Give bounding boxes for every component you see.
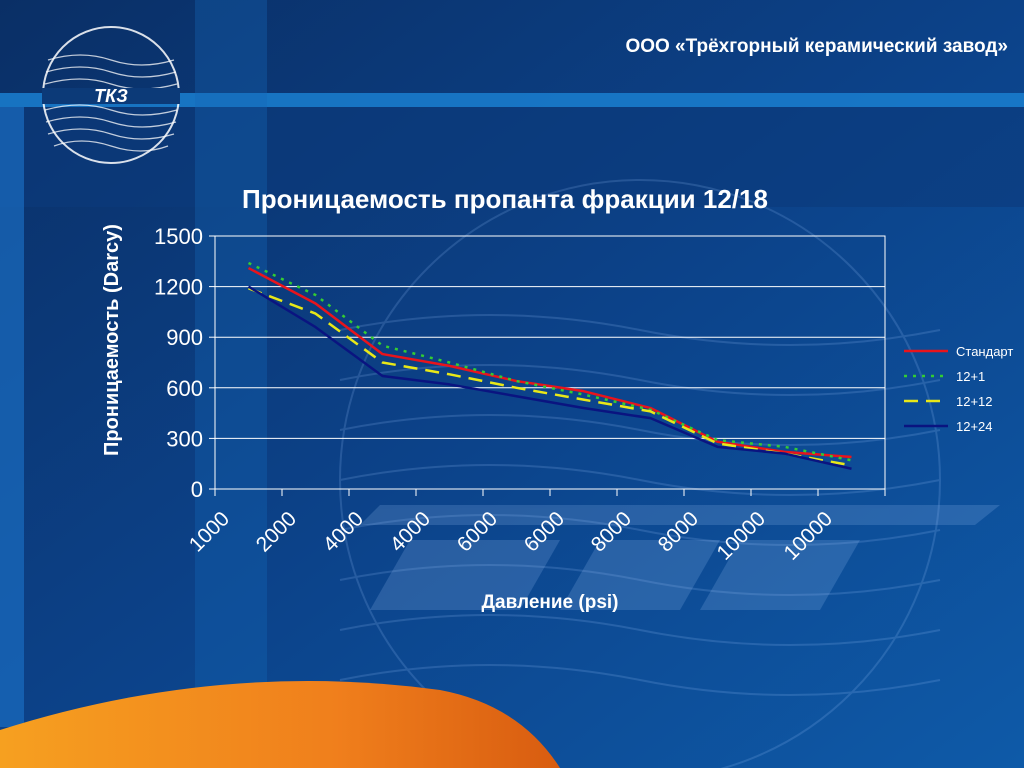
legend-swatch-12-12	[904, 399, 948, 403]
watermark-logo	[360, 505, 1000, 610]
x-tick-label: 10000	[779, 507, 837, 565]
y-tick-label: 0	[191, 477, 203, 502]
series-line-12+24	[247, 285, 852, 470]
accent-band	[0, 93, 1024, 107]
x-tick-label: 2000	[252, 507, 301, 556]
y-tick-label: 1500	[154, 224, 203, 249]
orange-arc	[0, 681, 560, 768]
legend-swatch-standard	[904, 349, 948, 353]
x-tick-label: 6000	[520, 507, 569, 556]
y-tick-label: 600	[166, 376, 203, 401]
x-tick-label: 4000	[386, 507, 435, 556]
company-name: ООО «Трёхгорный керамический завод»	[625, 36, 1008, 57]
x-tick-label: 8000	[654, 507, 703, 556]
series-line-12+12	[248, 287, 852, 467]
y-axis-label: Проницаемость (Darcy)	[101, 224, 123, 456]
x-tick-label: 10000	[712, 507, 770, 565]
x-tick-label: 1000	[185, 507, 234, 556]
x-tick-label: 6000	[453, 507, 502, 556]
y-tick-label: 300	[166, 426, 203, 451]
x-tick-label: 8000	[587, 507, 636, 556]
y-tick-label: 900	[166, 325, 203, 350]
watermark-globe	[339, 179, 941, 768]
legend-swatch-12-1	[904, 374, 948, 378]
chart-title: Проницаемость пропанта фракции 12/18	[242, 184, 768, 214]
y-tick-label: 1200	[154, 275, 203, 300]
company-logo: ТКЗ	[42, 26, 180, 164]
x-tick-label: 4000	[319, 507, 368, 556]
series-line-12+1	[247, 261, 852, 462]
legend-swatch-12-24	[904, 424, 948, 428]
series-line-Стандарт	[247, 266, 852, 459]
x-axis-label: Давление (psi)	[481, 592, 619, 613]
left-panel	[0, 107, 24, 727]
svg-text:ТКЗ: ТКЗ	[94, 86, 128, 106]
